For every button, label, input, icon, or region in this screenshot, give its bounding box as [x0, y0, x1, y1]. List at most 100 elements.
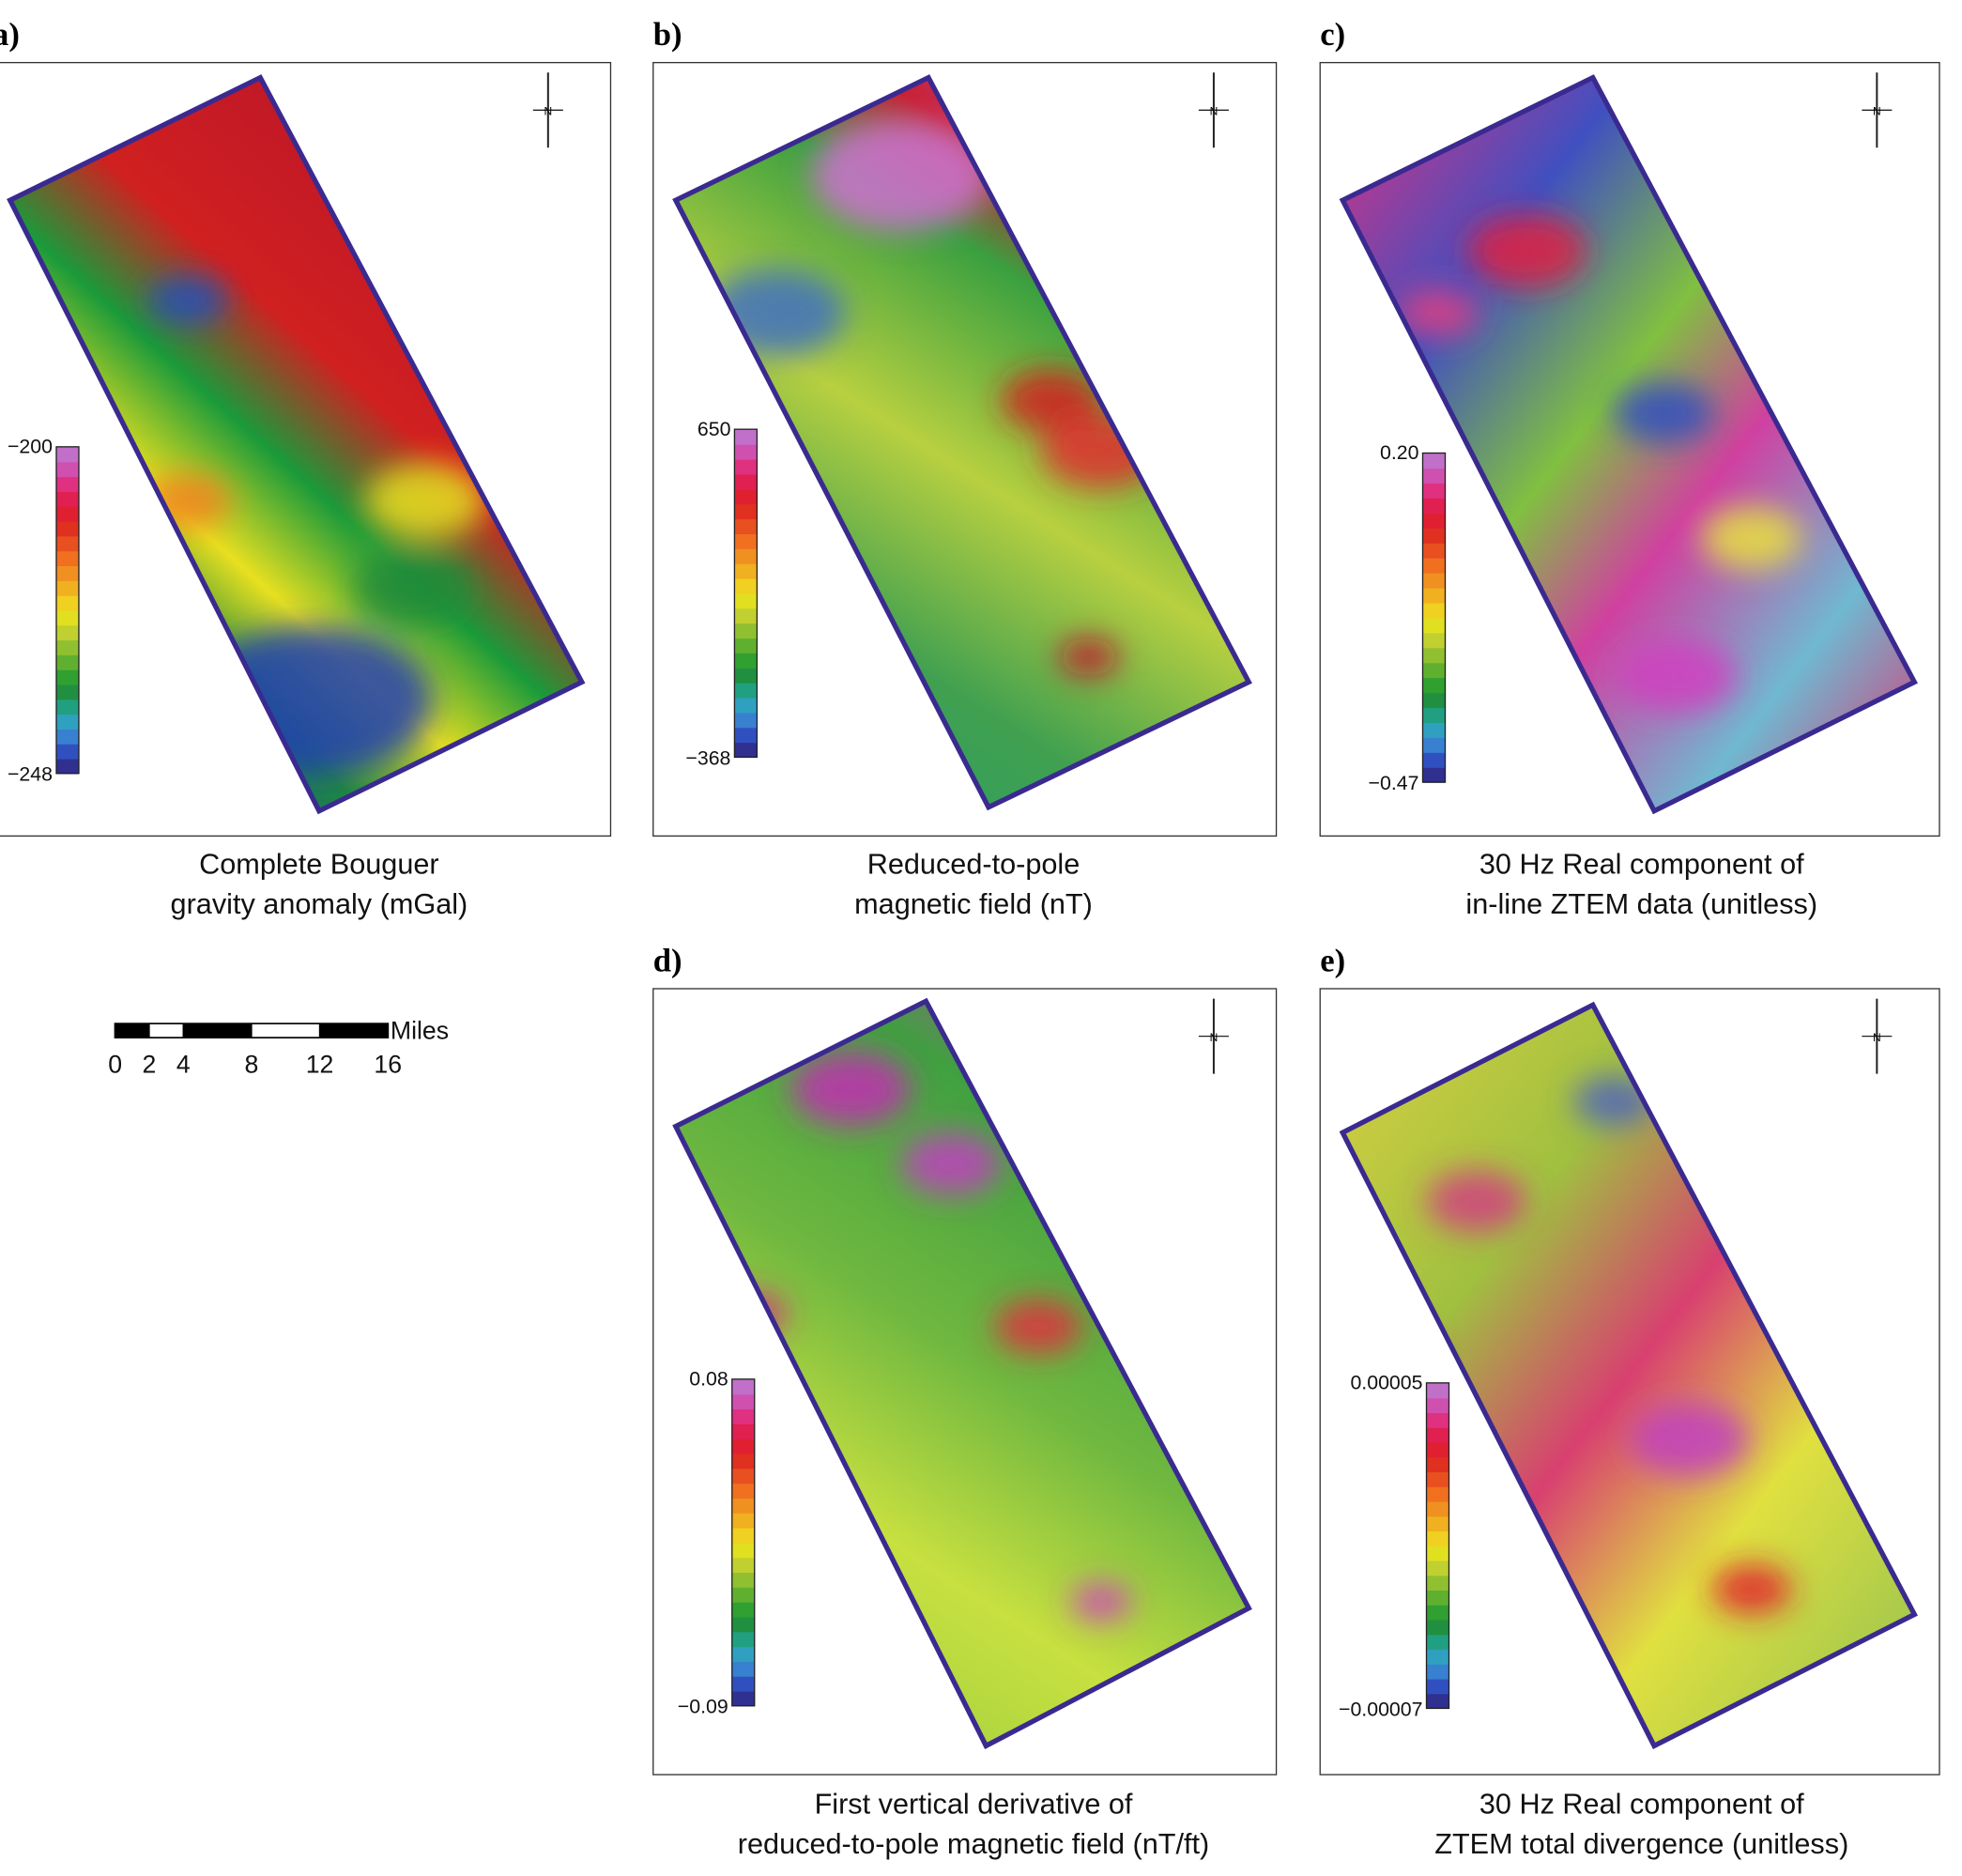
colorbar-min: −368	[685, 746, 730, 769]
panel: N 650 −368 b) Reduced-to-pole magnetic field …	[652, 17, 1278, 920]
colorbar-band	[1422, 602, 1446, 619]
colorbar-band	[1422, 767, 1446, 783]
colorbar-band	[1422, 587, 1446, 604]
colorbar-band	[1426, 1545, 1449, 1561]
colorbar-band	[731, 1527, 755, 1544]
colorbar-band	[1426, 1397, 1449, 1414]
panel-frame	[652, 988, 1278, 1776]
caption: gravity anomaly (mGal)	[171, 888, 468, 920]
colorbar-band	[734, 607, 758, 624]
colorbar-band	[55, 446, 79, 463]
colorbar-band	[731, 1616, 755, 1633]
colorbar-band	[734, 638, 758, 654]
colorbar-band	[1422, 707, 1446, 723]
anomaly	[1466, 212, 1587, 288]
colorbar-band	[55, 609, 79, 626]
colorbar-band	[1426, 1427, 1449, 1443]
north-label: N	[1210, 105, 1219, 118]
colorbar-band	[731, 1393, 755, 1410]
colorbar-band	[734, 548, 758, 564]
colorbar-band	[1422, 677, 1446, 694]
anomaly	[1399, 287, 1479, 338]
colorbar-band	[731, 1631, 755, 1648]
colorbar-band	[1426, 1575, 1449, 1592]
panel-label: c)	[1320, 17, 1345, 53]
colorbar-frame	[1421, 452, 1447, 783]
caption: magnetic field (nT)	[854, 888, 1093, 920]
colorbar-band	[734, 429, 758, 445]
colorbar-band	[731, 1587, 755, 1603]
scale-tick-label: 2	[143, 1050, 157, 1078]
map-anomalies	[714, 1051, 1131, 1622]
colorbar-band	[1426, 1590, 1449, 1606]
colorbar-band	[1426, 1486, 1449, 1502]
anomaly	[1573, 1076, 1655, 1127]
anomaly	[352, 550, 473, 626]
anomaly	[1070, 1583, 1131, 1622]
colorbar-max: 0.20	[1380, 441, 1419, 464]
colorbar-max: −200	[8, 436, 53, 458]
colorbar-band	[1422, 513, 1446, 529]
colorbar-band	[1426, 1634, 1449, 1651]
panel-frame	[1319, 988, 1940, 1776]
colorbar-frame	[1425, 1382, 1450, 1710]
north-label: N	[1210, 1031, 1219, 1044]
scale-bar-segment	[251, 1023, 321, 1038]
colorbar-band	[1422, 468, 1446, 484]
colorbar-band	[55, 476, 79, 492]
colorbar-min: −0.47	[1369, 772, 1419, 794]
colorbar-band	[731, 1453, 755, 1469]
colorbar-frame	[55, 446, 80, 775]
panel: N 0.00005 −0.00007 e) 30 Hz Real component o…	[1319, 943, 1940, 1860]
colorbar-band	[1426, 1605, 1449, 1621]
colorbar-band	[1426, 1678, 1449, 1695]
caption: 30 Hz Real component of	[1479, 1788, 1804, 1820]
scale-tick-label: 4	[176, 1050, 191, 1078]
caption: Reduced-to-pole	[867, 848, 1081, 880]
colorbar-band	[731, 1513, 755, 1529]
colorbar-band	[734, 458, 758, 475]
colorbar-band	[734, 503, 758, 520]
panel-frame	[1319, 61, 1940, 838]
scale-tick-label: 0	[108, 1050, 122, 1078]
panel: N 0.20 −0.47 c) 30 Hz Real component of in-li…	[1319, 17, 1940, 920]
caption: 30 Hz Real component of	[1479, 848, 1804, 880]
colorbar-band	[1422, 543, 1446, 559]
map-outline	[672, 74, 1252, 811]
anomaly	[705, 269, 847, 357]
caption: in-line ZTEM data (unitless)	[1465, 888, 1817, 920]
colorbar-band	[731, 1408, 755, 1424]
panel-label: e)	[1320, 943, 1345, 978]
map-outline	[1339, 1001, 1918, 1749]
colorbar-band	[731, 1483, 755, 1499]
colorbar-frame	[733, 428, 759, 759]
colorbar-band	[734, 683, 758, 699]
colorbar-band	[55, 506, 79, 522]
anomaly	[144, 472, 232, 529]
scale-bar-segment	[114, 1023, 150, 1038]
scale-bar-segment	[148, 1023, 184, 1038]
anomaly	[1701, 506, 1802, 570]
colorbar-band	[1426, 1693, 1449, 1710]
colorbar-band	[731, 1378, 755, 1395]
map-outline	[672, 997, 1252, 1750]
colorbar-band	[1422, 453, 1446, 469]
colorbar-band	[1426, 1500, 1449, 1517]
anomaly	[1711, 1564, 1792, 1615]
colorbar-min: −0.00007	[1339, 1698, 1422, 1720]
colorbar-band	[55, 491, 79, 507]
scale-tick-label: 16	[374, 1050, 402, 1078]
colorbar-band	[55, 535, 79, 552]
map-outline	[7, 74, 586, 815]
scale-tick-label: 12	[306, 1050, 334, 1078]
colorbar-band	[55, 714, 79, 730]
colorbar-band	[1422, 752, 1446, 768]
anomaly	[192, 625, 434, 777]
colorbar-band	[1422, 528, 1446, 544]
anomaly	[790, 1051, 912, 1127]
caption: ZTEM total divergence (unitless)	[1434, 1828, 1848, 1860]
anomaly	[1614, 381, 1715, 445]
colorbar-band	[1422, 617, 1446, 634]
anomaly	[1001, 369, 1101, 432]
